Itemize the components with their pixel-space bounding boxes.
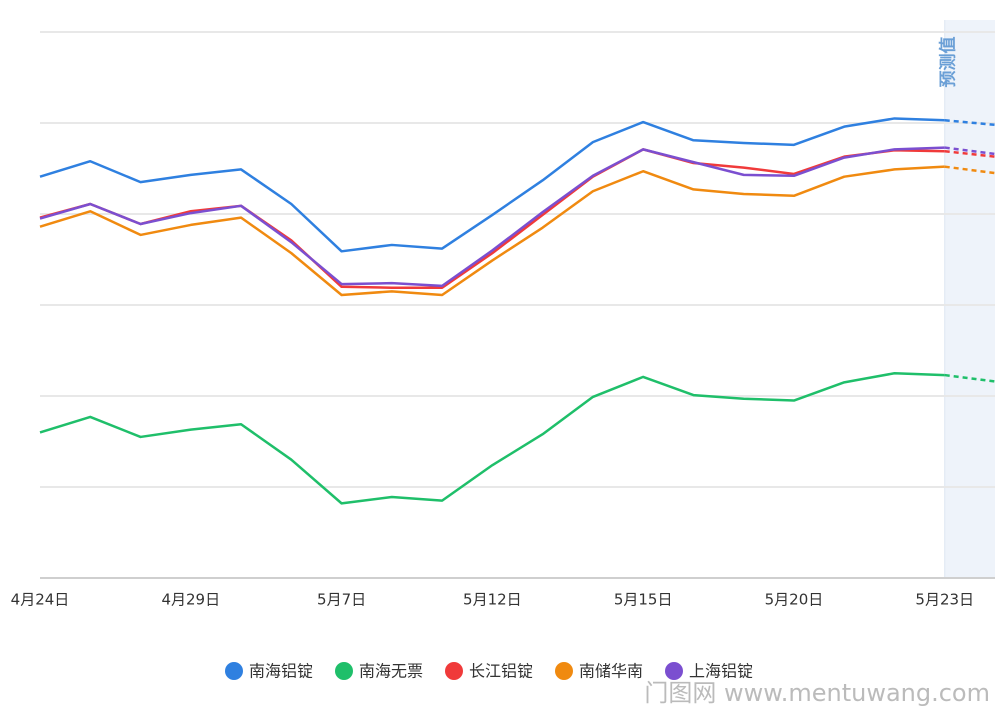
x-tick-label: 5月7日 <box>317 591 366 609</box>
legend-label: 南海无票 <box>359 662 423 681</box>
legend-swatch <box>225 662 243 680</box>
forecast-region <box>944 20 995 578</box>
legend-swatch <box>335 662 353 680</box>
forecast-label: 预测值 <box>938 37 959 88</box>
series-line <box>39 117 945 253</box>
legend-label: 南海铝锭 <box>249 662 313 681</box>
series-line <box>39 165 945 297</box>
watermark: 门图网 www.mentuwang.com <box>644 679 990 707</box>
x-tick-label: 5月12日 <box>463 591 522 609</box>
series-line <box>39 146 945 288</box>
series-line <box>39 372 945 505</box>
legend-swatch <box>665 662 683 680</box>
legend-label: 长江铝锭 <box>469 662 533 681</box>
x-tick-label: 5月23日 <box>915 591 974 609</box>
legend-label: 南储华南 <box>579 662 643 681</box>
legend-swatch <box>445 662 463 680</box>
x-tick-label: 5月15日 <box>614 591 673 609</box>
legend-swatch <box>555 662 573 680</box>
series-line <box>39 148 945 289</box>
legend-label: 上海铝锭 <box>689 662 753 681</box>
x-tick-label: 4月29日 <box>161 591 220 609</box>
x-tick-label: 5月20日 <box>765 591 824 609</box>
x-tick-label: 4月24日 <box>11 591 70 609</box>
